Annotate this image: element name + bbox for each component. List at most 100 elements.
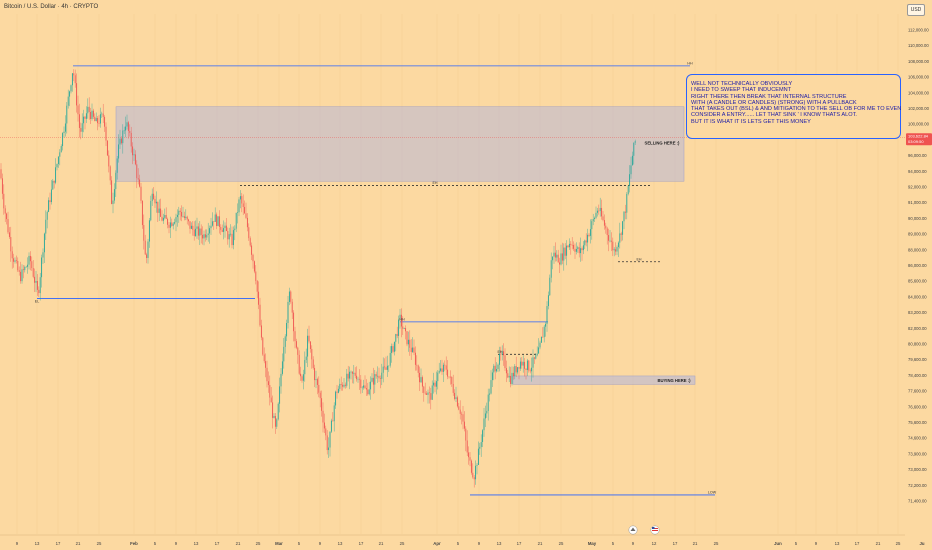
candle-body <box>195 228 197 236</box>
candle-body <box>146 254 148 258</box>
time-tick: 17 <box>673 541 678 546</box>
candle-body <box>143 225 145 241</box>
candle-body <box>378 375 380 379</box>
price-tick: 74,600.00 <box>908 436 927 441</box>
candle-body <box>406 331 408 345</box>
candle-body <box>116 158 118 173</box>
candle-body <box>448 376 450 378</box>
candle-body <box>398 319 400 336</box>
level-tag: LOW <box>708 490 717 494</box>
price-tick: 73,000.00 <box>908 467 927 472</box>
candle-body <box>11 251 13 259</box>
candle-body <box>319 392 321 399</box>
candle-body <box>631 155 633 166</box>
candle-body <box>91 110 93 119</box>
candle-body <box>322 410 324 423</box>
candle-body <box>462 414 464 422</box>
text-note: WELL NOT TECHNICALLY OBVIOUSLY I NEED TO… <box>686 74 901 139</box>
candle-body <box>381 372 383 379</box>
price-tick: 112,000.00 <box>908 28 929 33</box>
candle-body <box>517 367 519 373</box>
candle-body <box>249 238 251 246</box>
candle-body <box>599 207 601 212</box>
price-tick: 90,000.00 <box>908 216 927 221</box>
candle-body <box>416 364 418 366</box>
candle-body <box>10 237 12 252</box>
candle-body <box>176 214 178 218</box>
price-tick: 91,000.00 <box>908 200 927 205</box>
candle-body <box>98 123 100 124</box>
candle-body <box>466 440 468 453</box>
candle-body <box>612 241 614 251</box>
candle-body <box>629 174 631 187</box>
candle-body <box>601 207 603 217</box>
candle-body <box>224 225 226 229</box>
candle-body <box>13 258 15 262</box>
candle-body <box>412 347 414 352</box>
candle-body <box>455 397 457 399</box>
candle-body <box>407 339 409 345</box>
candle-body <box>101 113 103 115</box>
candle-body <box>46 211 48 220</box>
time-tick: 9 <box>632 541 635 546</box>
currency-button[interactable]: USD <box>907 4 925 16</box>
candle-body <box>41 257 43 278</box>
candle-body <box>500 353 502 355</box>
candle-body <box>294 331 296 342</box>
candle-body <box>508 375 510 378</box>
candle-body <box>168 224 170 228</box>
candle-body <box>291 301 293 313</box>
candle-body <box>505 368 507 374</box>
candle-body <box>413 347 415 353</box>
candle-body <box>70 85 72 92</box>
time-axis[interactable]: 9 13 17 21 25 Feb 5 9 13 17 21 25 Mar 5 9 13 17 21 25 Apr 5 9… <box>0 534 925 546</box>
candle-body <box>241 196 243 204</box>
candle-body <box>28 255 30 265</box>
price-scale-bg <box>905 0 932 550</box>
candle-body <box>238 199 240 213</box>
candle-body <box>3 193 5 209</box>
price-tick: 73,900.00 <box>908 451 927 456</box>
candle-body <box>259 304 261 326</box>
candle-body <box>475 465 477 480</box>
candle-body <box>162 217 164 221</box>
candle-body <box>405 328 407 332</box>
time-tick: 13 <box>338 541 343 546</box>
time-tick: Jun <box>774 541 782 546</box>
candle-body <box>392 346 394 352</box>
price-tick: 106,000.00 <box>908 75 930 80</box>
time-tick: 25 <box>714 541 719 546</box>
candle-body <box>112 200 114 204</box>
candle-body <box>371 377 373 382</box>
note-line: THAT TAKES OUT (BSL) & AND MITIGATION TO… <box>691 106 902 113</box>
time-tick: 5 <box>457 541 460 546</box>
level-tag: EH <box>433 181 438 185</box>
candle-body <box>580 248 582 254</box>
candle-countdown: 03:09:50 <box>908 139 924 144</box>
candle-body <box>395 334 397 342</box>
candle-body <box>476 464 478 466</box>
candle-body <box>624 211 626 213</box>
candle-body <box>301 376 303 381</box>
candle-body <box>337 388 339 393</box>
candle-body <box>431 385 433 400</box>
candle-body <box>528 360 530 371</box>
time-tick: 25 <box>97 541 102 546</box>
candle-body <box>35 281 37 283</box>
candle-body <box>349 371 351 379</box>
candle-body <box>92 110 94 117</box>
candle-body <box>160 208 162 217</box>
candle-body <box>427 392 429 395</box>
candle-body <box>102 113 104 117</box>
candle-body <box>571 244 573 246</box>
candle-body <box>6 213 8 220</box>
price-scale[interactable]: 112,000.00 110,000.00 108,000.00 106,000.00… <box>905 0 932 550</box>
candle-body <box>120 138 122 144</box>
candle-body <box>634 141 636 143</box>
candle-body <box>304 360 306 375</box>
candle-body <box>97 118 99 124</box>
candle-body <box>531 367 533 372</box>
candle-body <box>456 397 458 407</box>
candle-body <box>66 105 68 124</box>
